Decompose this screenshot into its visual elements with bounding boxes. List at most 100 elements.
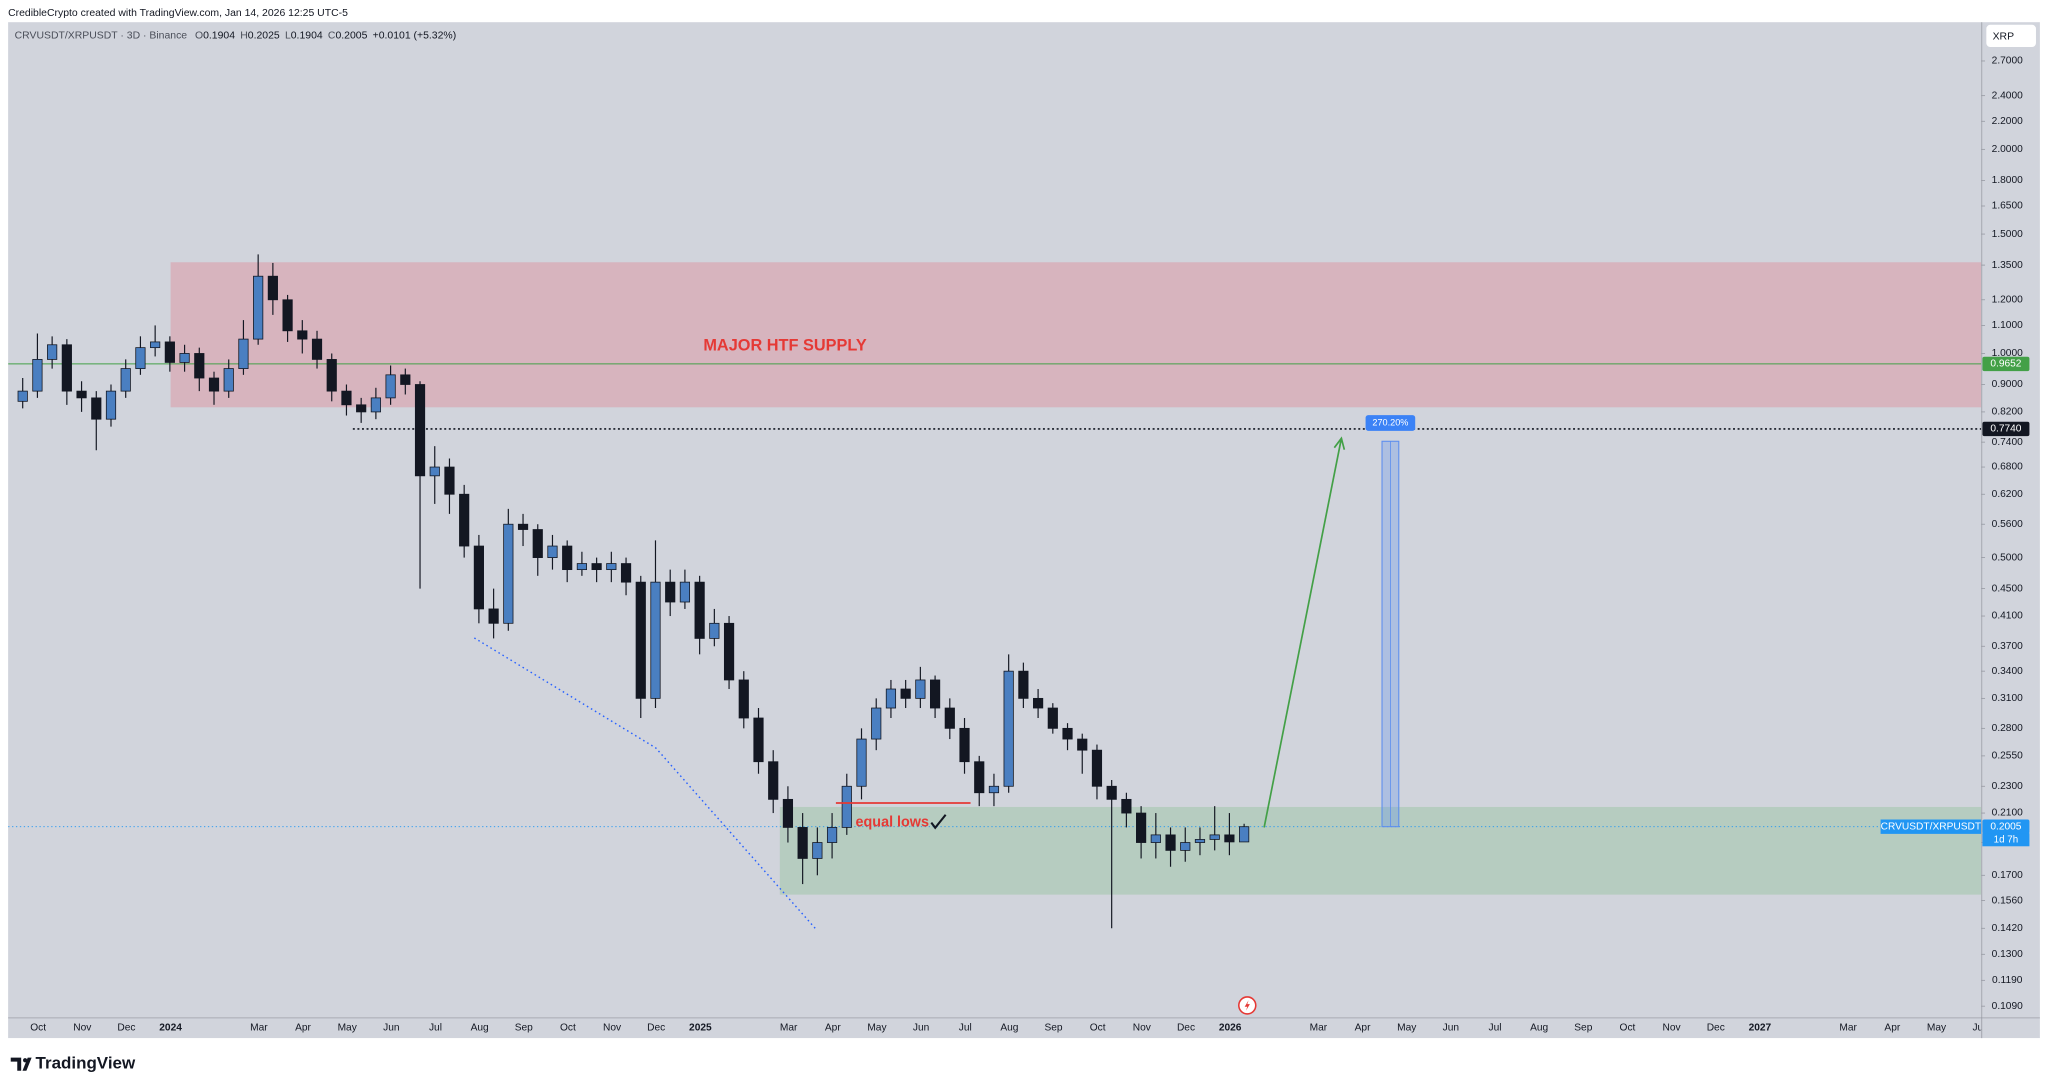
x-tick-label: May — [867, 1022, 887, 1033]
x-tick-label: Mar — [780, 1022, 798, 1033]
candle-body — [194, 353, 205, 379]
x-tick-label: Jul — [429, 1022, 442, 1033]
x-tick-label: Jul — [959, 1022, 972, 1033]
x-tick-label: Jun — [913, 1022, 929, 1033]
x-tick-label: Apr — [295, 1022, 311, 1033]
y-tick-label: 0.1700 — [1992, 870, 2023, 881]
x-tick-label: Oct — [560, 1022, 576, 1033]
y-tick-label: 1.8000 — [1992, 175, 2023, 186]
x-tick-label: Dec — [647, 1022, 665, 1033]
candle-body — [826, 827, 838, 843]
candle-body — [444, 466, 455, 495]
time-axis-background — [8, 1017, 2040, 1039]
x-tick-label: 2025 — [689, 1022, 712, 1033]
ohlc-value: 0.2005 — [335, 30, 367, 41]
x-tick-label: Mar — [250, 1022, 268, 1033]
candle-body — [267, 275, 278, 301]
candle-body — [76, 390, 87, 399]
x-tick-label: Oct — [1620, 1022, 1636, 1033]
candle-body — [400, 374, 411, 385]
measure-label-bg — [1365, 415, 1416, 431]
candle-body — [488, 608, 499, 624]
candle-body — [1209, 834, 1220, 840]
x-tick-label: Jun — [1443, 1022, 1459, 1033]
candle-body — [1033, 697, 1044, 709]
y-tick-label: 0.2300 — [1992, 781, 2023, 792]
price-label-bg — [1982, 356, 2030, 372]
candle-body — [547, 545, 558, 558]
candle-body — [959, 727, 970, 763]
y-tick-label: 1.1000 — [1992, 320, 2023, 331]
y-tick-label: 0.1300 — [1992, 949, 2023, 960]
candle-body — [414, 384, 426, 477]
ohlc-key: L — [285, 30, 291, 41]
candle-body — [1018, 670, 1029, 699]
y-tick-label: 2.4000 — [1992, 90, 2023, 101]
event-icon[interactable] — [1238, 996, 1257, 1015]
y-tick-label: 0.9000 — [1992, 379, 2023, 390]
candle-body — [517, 523, 529, 530]
candle-body — [1150, 834, 1161, 843]
x-tick-label: 2027 — [1749, 1022, 1772, 1033]
x-tick-label: Dec — [1707, 1022, 1725, 1033]
ohlc-value: 0.1904 — [291, 30, 323, 41]
plot-background — [8, 22, 1982, 1018]
trendline — [473, 637, 818, 931]
candle-body — [871, 707, 882, 740]
x-tick-label: Nov — [603, 1022, 622, 1033]
candle-body — [223, 368, 234, 392]
symbol-title: CRVUSDT/XRPUSDT · 3D · Binance — [15, 30, 188, 41]
candle-body — [341, 390, 352, 406]
y-tick-label: 0.2100 — [1992, 808, 2023, 819]
currency-button-bg[interactable] — [1986, 24, 2036, 48]
x-tick-label: Nov — [1133, 1022, 1152, 1033]
candle-body — [562, 545, 573, 571]
x-tick-label: Apr — [1884, 1022, 1900, 1033]
candle-body — [311, 338, 323, 360]
change: +0.0101 (+5.32%) — [373, 30, 457, 41]
x-tick-label: Oct — [1090, 1022, 1106, 1033]
measure-label: 270.20% — [1372, 417, 1408, 427]
countdown-bg — [1982, 833, 2030, 847]
price-label: 0.9652 — [1990, 359, 2021, 370]
y-tick-label: 2.0000 — [1992, 144, 2023, 155]
candle-body — [900, 688, 911, 699]
candle-body — [135, 347, 146, 369]
equal-lows-label: equal lows — [856, 814, 929, 830]
candle-body — [47, 344, 58, 360]
candle-body — [620, 563, 632, 583]
candle-body — [1106, 785, 1117, 800]
candle-body — [723, 622, 735, 681]
candle-body — [768, 761, 779, 800]
candle-body — [1194, 839, 1206, 843]
symbol-tag: CRVUSDT/XRPUSDT — [1881, 821, 1981, 832]
candle-body — [179, 353, 190, 363]
x-tick-label: Mar — [1839, 1022, 1857, 1033]
candle-body — [709, 622, 720, 639]
candle-body — [385, 374, 396, 399]
currency-button[interactable]: XRP — [1993, 31, 2014, 42]
y-tick-label: 0.2800 — [1992, 723, 2023, 734]
y-tick-label: 0.1560 — [1992, 895, 2023, 906]
plot-area: MAJOR HTF SUPPLY equal lows 270.20% — [8, 254, 1982, 931]
candle-body — [17, 390, 28, 402]
candle-body — [856, 738, 867, 787]
candle-body — [694, 581, 705, 639]
y-tick-label: 0.4100 — [1992, 611, 2023, 622]
x-tick-label: Nov — [73, 1022, 92, 1033]
zone — [170, 262, 1982, 408]
y-tick-label: 0.2550 — [1992, 751, 2023, 762]
checkmark — [930, 814, 947, 830]
x-tick-label: 2026 — [1219, 1022, 1242, 1033]
zone — [779, 806, 1982, 895]
price-label: 0.7740 — [1990, 424, 2021, 435]
projection-arrow — [1263, 438, 1343, 828]
candle-body — [635, 581, 646, 699]
x-tick-label: Sep — [1574, 1022, 1592, 1033]
x-tick-label: Jul — [1489, 1022, 1502, 1033]
candle-body — [429, 466, 440, 477]
candle-body — [459, 493, 470, 547]
y-tick-label: 1.2000 — [1992, 294, 2023, 305]
